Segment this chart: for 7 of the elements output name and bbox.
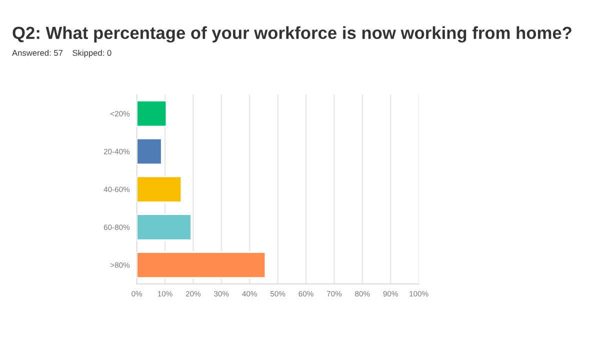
bar: [136, 138, 162, 165]
bar: [136, 214, 192, 241]
bar: [136, 251, 266, 279]
chart-title: Q2: What percentage of your workforce is now working from home?: [12, 26, 572, 43]
bar: [136, 100, 168, 128]
text: Answered: 57 Skipped: 0: [12, 50, 112, 58]
bar: [136, 176, 182, 203]
